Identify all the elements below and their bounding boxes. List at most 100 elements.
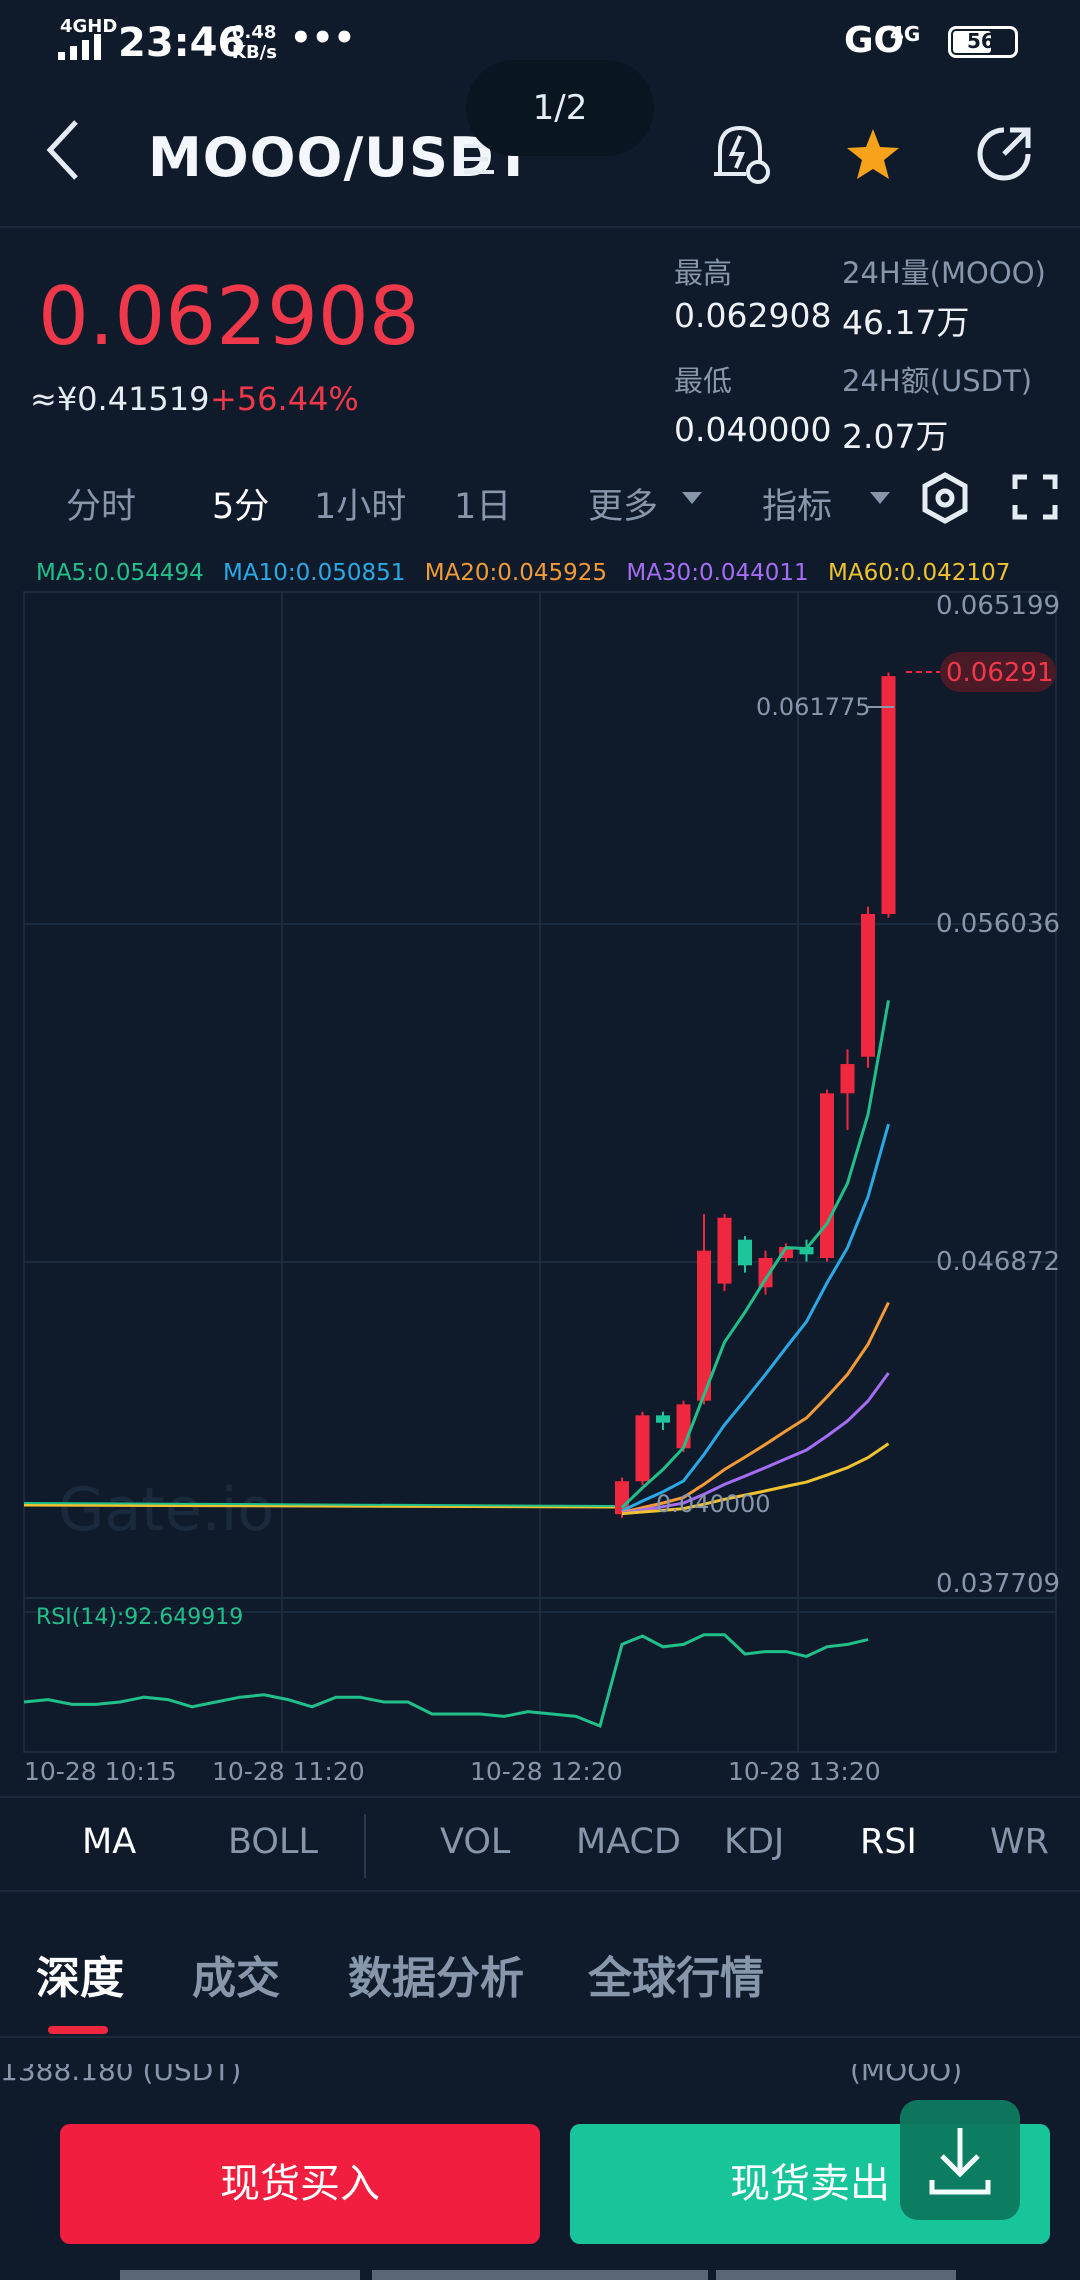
high-value: 0.062908	[674, 296, 832, 335]
divider	[0, 1796, 1080, 1798]
candle	[758, 1257, 773, 1288]
cny-price: ≈¥0.41519	[30, 380, 210, 418]
candles-group	[615, 672, 896, 1518]
amount-value: 2.07万	[842, 417, 949, 456]
rsi-line	[23, 1633, 869, 1729]
amount-label: 24H额(USDT)	[842, 364, 1033, 398]
candle	[656, 1415, 670, 1423]
divider	[0, 1890, 1080, 1892]
signal-icon	[58, 34, 101, 60]
candle	[820, 1093, 834, 1258]
candle	[840, 1064, 855, 1094]
tab-vol[interactable]: VOL	[440, 1822, 511, 1862]
spot-buy-button[interactable]: 现货买入	[60, 2124, 540, 2244]
x-tick-label: 10-28 13:20	[728, 1757, 881, 1786]
candle	[779, 1247, 793, 1258]
download-icon	[929, 2128, 991, 2195]
candle	[881, 676, 896, 915]
low-label: 最低	[674, 364, 733, 398]
tab-kdj[interactable]: KDJ	[724, 1822, 785, 1862]
battery-icon: 56	[948, 26, 1018, 58]
ma30-label: MA30:0.044011	[626, 560, 809, 586]
x-tick-label: 10-28 10:15	[24, 1757, 177, 1786]
candle	[676, 1404, 691, 1449]
tab-ma[interactable]: MA	[82, 1822, 137, 1862]
ma-legend: MA5:0.054494 MA10:0.050851 MA20:0.045925…	[36, 560, 1036, 586]
price-change: +56.44%	[210, 380, 359, 418]
x-tick-label: 10-28 12:20	[470, 1757, 623, 1786]
kline-chart[interactable]: Gate.io 0.065199 0.056036 0.046872 0.037…	[0, 580, 1080, 1800]
ma-line	[621, 1372, 890, 1515]
ma-lines-group	[620, 1000, 890, 1516]
tab-1day[interactable]: 1日	[454, 487, 512, 527]
y-tick-label: 0.065199	[936, 591, 1060, 621]
clock: 23:46	[118, 20, 246, 66]
scroll-segment	[120, 2270, 360, 2280]
status-bar: 4GHD 23:46 0.48 KB/s ••• GO 4G 56	[0, 0, 1080, 80]
candle	[799, 1247, 814, 1255]
ma5-label: MA5:0.054494	[36, 560, 204, 586]
ma10-label: MA10:0.050851	[223, 560, 406, 586]
tab-depth[interactable]: 深度	[36, 1953, 124, 2004]
depth-right-total: (MOOO) 4995.185	[850, 2064, 984, 2088]
ma-line	[621, 1442, 890, 1516]
candle	[697, 1250, 711, 1401]
tab-rsi[interactable]: RSI	[860, 1822, 917, 1862]
tab-data-analysis[interactable]: 数据分析	[348, 1953, 524, 2004]
candle	[861, 914, 875, 1057]
tab-global-market[interactable]: 全球行情	[588, 1953, 764, 2004]
page-indicator: 1/2	[466, 60, 654, 156]
y-tick-label: 0.037709	[936, 1569, 1060, 1599]
ma-line	[620, 1000, 890, 1509]
tab-trades[interactable]: 成交	[192, 1953, 280, 2004]
menu-icon[interactable]	[460, 142, 500, 176]
caret-down-icon	[682, 492, 702, 504]
indicator-dropdown[interactable]: 指标	[762, 487, 833, 527]
hd-icon: GO	[844, 20, 905, 61]
settings-icon[interactable]	[920, 472, 970, 524]
speed-unit: KB/s	[232, 42, 277, 63]
download-button[interactable]	[900, 2100, 1020, 2220]
ma-line	[621, 1123, 890, 1513]
ma-line	[621, 1301, 890, 1514]
share-icon[interactable]	[974, 124, 1034, 186]
x-tick-label: 10-28 11:20	[212, 1757, 365, 1786]
star-icon[interactable]	[844, 126, 902, 184]
flat-ma-line	[23, 1502, 616, 1507]
ma20-label: MA20:0.045925	[424, 560, 608, 586]
last-price: 0.062908	[38, 270, 420, 363]
tab-1hour[interactable]: 1小时	[314, 487, 407, 527]
fullscreen-icon[interactable]	[1012, 474, 1058, 520]
price-alert-icon[interactable]	[710, 122, 774, 188]
high-annotation: 0.061775	[756, 693, 871, 721]
watermark-logo: Gate.io	[58, 1475, 274, 1545]
scroll-segment	[716, 2270, 956, 2280]
vol-label: 24H量(MOOO)	[842, 256, 1046, 290]
more-dropdown[interactable]: 更多	[588, 487, 659, 527]
header: MOOO/USDT 1/2	[0, 60, 1080, 228]
caret-down-icon	[870, 492, 890, 504]
y-tick-label: 0.046872	[936, 1247, 1060, 1277]
vol-value: 46.17万	[842, 303, 970, 342]
speed-value: 0.48	[232, 22, 277, 43]
depth-header-row: 1388.180 (USDT) (MOOO) 4995.185	[0, 2064, 1080, 2088]
tab-5min[interactable]: 5分	[212, 487, 270, 527]
tab-timeline[interactable]: 分时	[66, 487, 137, 527]
active-tab-indicator	[48, 2026, 108, 2034]
scroll-segment	[372, 2270, 708, 2280]
more-dots: •••	[290, 18, 356, 58]
rsi-label: RSI(14):92.649919	[36, 1605, 243, 1630]
chevron-left-icon[interactable]	[44, 118, 84, 182]
candle	[717, 1217, 732, 1284]
network-right: 4G	[890, 22, 921, 46]
ma60-label: MA60:0.042107	[828, 560, 1011, 586]
tab-wr[interactable]: WR	[990, 1822, 1049, 1862]
tab-boll[interactable]: BOLL	[228, 1822, 318, 1862]
low-annotation: 0.040000	[656, 1490, 771, 1518]
tab-macd[interactable]: MACD	[576, 1822, 681, 1862]
candle	[635, 1415, 650, 1482]
divider	[364, 1814, 366, 1878]
last-price-tag	[940, 652, 1056, 692]
network-label: 4GHD	[60, 16, 118, 37]
flat-ma-line	[23, 1503, 616, 1509]
